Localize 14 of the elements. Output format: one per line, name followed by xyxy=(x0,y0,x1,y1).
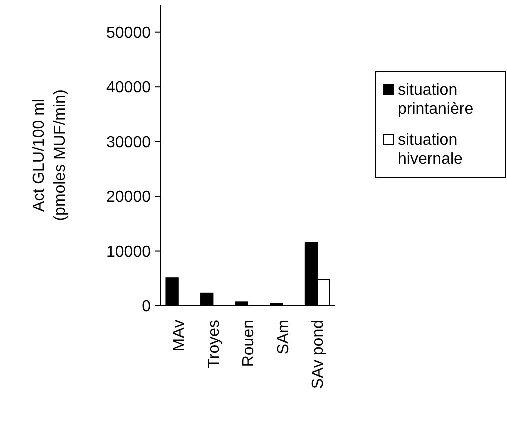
x-tick-label: Troyes xyxy=(206,320,223,368)
x-tick-label: MAv xyxy=(171,320,188,352)
y-tick-label: 50000 xyxy=(106,24,152,42)
x-tick-label: Rouen xyxy=(240,320,258,368)
y-axis-title: Act GLU/100 ml (pmoles MUF/min) xyxy=(31,90,69,222)
y-tick-label: 0 xyxy=(142,298,152,316)
legend-label: situation hivernale xyxy=(398,132,464,168)
x-tick-label: SAv pond xyxy=(310,320,328,390)
legend-label: situation printanière xyxy=(398,82,474,118)
y-tick-label: 30000 xyxy=(106,134,152,152)
x-tick-label: SAm xyxy=(275,320,292,355)
y-tick-label: 10000 xyxy=(106,244,152,261)
y-tick-label: 20000 xyxy=(106,189,152,206)
y-tick-label: 40000 xyxy=(106,80,152,97)
